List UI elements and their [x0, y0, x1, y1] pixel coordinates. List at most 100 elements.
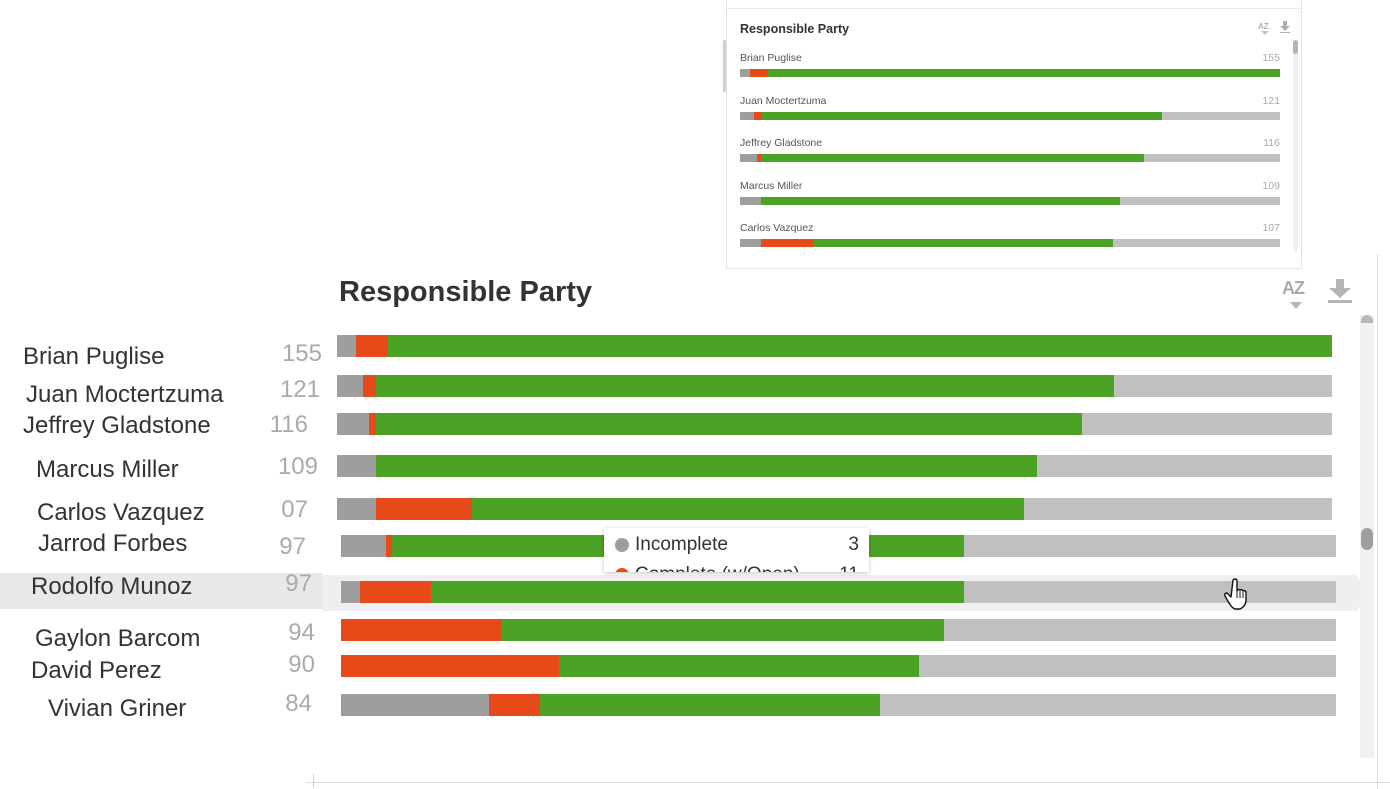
- chart-title: Responsible Party: [339, 276, 593, 308]
- row-count: 90: [288, 651, 315, 678]
- mini-bar-row[interactable]: Brian Puglise 155: [740, 52, 1280, 92]
- mini-chart-card: Responsible Party AZ Brian Puglise 155 Jua…: [723, 0, 1302, 269]
- incomplete-segment[interactable]: [341, 694, 489, 716]
- complete-open-segment[interactable]: [360, 581, 431, 603]
- complete-segment[interactable]: [375, 375, 1114, 397]
- scrollbar-thumb[interactable]: [1361, 528, 1373, 550]
- mini-bar-row[interactable]: Jeffrey Gladstone 116: [740, 137, 1280, 177]
- row-name: Vivian Griner: [48, 695, 187, 722]
- complete-segment[interactable]: [813, 239, 1113, 248]
- complete-open-segment[interactable]: [341, 655, 560, 677]
- bar-row[interactable]: Jeffrey Gladstone 116: [0, 411, 1390, 451]
- incomplete-segment[interactable]: [740, 239, 761, 248]
- bar-row[interactable]: Vivian Griner 84: [0, 690, 1390, 732]
- mini-row-count: 155: [1262, 52, 1280, 64]
- stacked-bar[interactable]: [341, 619, 1336, 641]
- row-name: Gaylon Barcom: [35, 625, 201, 652]
- incomplete-segment[interactable]: [337, 335, 357, 357]
- complete-open-segment[interactable]: [341, 619, 502, 641]
- download-icon[interactable]: [1326, 278, 1354, 304]
- complete-open-segment[interactable]: [488, 694, 540, 716]
- row-name: Jarrod Forbes: [38, 530, 188, 557]
- incomplete-segment[interactable]: [337, 413, 370, 435]
- stacked-bar[interactable]: [341, 694, 1336, 716]
- complete-open-segment[interactable]: [375, 498, 472, 520]
- complete-segment[interactable]: [375, 455, 1037, 477]
- complete-open-segment[interactable]: [757, 154, 761, 163]
- complete-segment[interactable]: [430, 581, 964, 603]
- row-name: Brian Puglise: [23, 343, 165, 370]
- mini-stacked-bar[interactable]: [740, 154, 1280, 163]
- incomplete-segment[interactable]: [740, 196, 761, 205]
- mini-stacked-bar[interactable]: [740, 111, 1280, 120]
- incomplete-segment[interactable]: [337, 455, 376, 477]
- complete-open-segment[interactable]: [385, 535, 393, 557]
- bar-row[interactable]: Carlos Vazquez 07: [0, 496, 1390, 536]
- incomplete-segment[interactable]: [740, 154, 758, 163]
- stacked-bar[interactable]: [337, 498, 1332, 520]
- download-icon[interactable]: [1279, 21, 1291, 33]
- mini-row-name: Carlos Vazquez: [740, 222, 814, 235]
- complete-segment[interactable]: [760, 154, 1145, 163]
- row-count: 84: [285, 690, 312, 717]
- tooltip-value: 11: [839, 564, 859, 572]
- stacked-bar[interactable]: [337, 375, 1332, 397]
- scrollbar-top[interactable]: [1361, 315, 1373, 323]
- bar-row[interactable]: David Perez 90: [0, 651, 1390, 693]
- mini-row-name: Marcus Miller: [740, 179, 803, 192]
- row-count: 121: [279, 376, 320, 403]
- left-scrollbar[interactable]: [723, 40, 726, 92]
- sort-az-icon[interactable]: AZ: [1282, 278, 1312, 312]
- bar-row[interactable]: Juan Moctertzuma 121: [0, 373, 1390, 413]
- mini-stacked-bar[interactable]: [740, 239, 1280, 248]
- complete-segment[interactable]: [471, 498, 1024, 520]
- panel-border-right: [1377, 254, 1378, 789]
- complete-segment[interactable]: [501, 619, 945, 641]
- bar-row[interactable]: Gaylon Barcom 94: [0, 617, 1390, 657]
- row-name: Marcus Miller: [36, 456, 179, 483]
- mini-scrollbar-track[interactable]: [1293, 40, 1298, 252]
- row-name: Carlos Vazquez: [37, 499, 205, 526]
- complete-segment[interactable]: [760, 196, 1120, 205]
- mini-scrollbar-thumb[interactable]: [1293, 40, 1298, 54]
- incomplete-legend-dot: [615, 538, 629, 552]
- complete-segment[interactable]: [388, 335, 1332, 357]
- complete-segment[interactable]: [559, 655, 919, 677]
- mini-bar-row[interactable]: Marcus Miller 109: [740, 180, 1280, 220]
- mini-bar-row[interactable]: Juan Moctertzuma 121: [740, 95, 1280, 135]
- complete-open-segment[interactable]: [750, 69, 768, 77]
- sort-az-icon[interactable]: AZ: [1258, 20, 1272, 36]
- complete-segment[interactable]: [767, 69, 1280, 77]
- bar-row[interactable]: Brian Puglise 155: [0, 333, 1390, 373]
- incomplete-segment[interactable]: [341, 535, 386, 557]
- stacked-bar[interactable]: [341, 655, 1336, 677]
- complete-open-segment[interactable]: [356, 335, 389, 357]
- mini-bar-row[interactable]: Carlos Vazquez 107: [740, 222, 1280, 262]
- mini-stacked-bar[interactable]: [740, 69, 1280, 77]
- row-count: 97: [285, 570, 312, 597]
- complete-open-segment[interactable]: [369, 413, 376, 435]
- complete-open-segment[interactable]: [362, 375, 376, 397]
- bar-row[interactable]: Rodolfo Munoz 97: [0, 570, 1390, 613]
- bar-row[interactable]: Marcus Miller 109: [0, 453, 1390, 493]
- incomplete-segment[interactable]: [337, 498, 376, 520]
- complete-segment[interactable]: [375, 413, 1082, 435]
- complete-open-segment[interactable]: [753, 111, 761, 120]
- stacked-bar[interactable]: [337, 455, 1332, 477]
- row-name: Juan Moctertzuma: [26, 381, 224, 408]
- incomplete-segment[interactable]: [740, 111, 754, 120]
- incomplete-segment[interactable]: [341, 581, 361, 603]
- stacked-bar[interactable]: [337, 413, 1332, 435]
- incomplete-segment[interactable]: [337, 375, 363, 397]
- stacked-bar[interactable]: [341, 581, 1336, 603]
- stacked-bar[interactable]: [337, 335, 1332, 357]
- incomplete-segment[interactable]: [740, 69, 751, 77]
- row-name: David Perez: [31, 657, 162, 684]
- complete-segment[interactable]: [540, 694, 881, 716]
- row-name: Jeffrey Gladstone: [23, 412, 211, 439]
- mini-stacked-bar[interactable]: [740, 196, 1280, 205]
- complete-open-segment[interactable]: [760, 239, 814, 248]
- row-count: 07: [281, 496, 308, 523]
- complete-segment[interactable]: [760, 111, 1162, 120]
